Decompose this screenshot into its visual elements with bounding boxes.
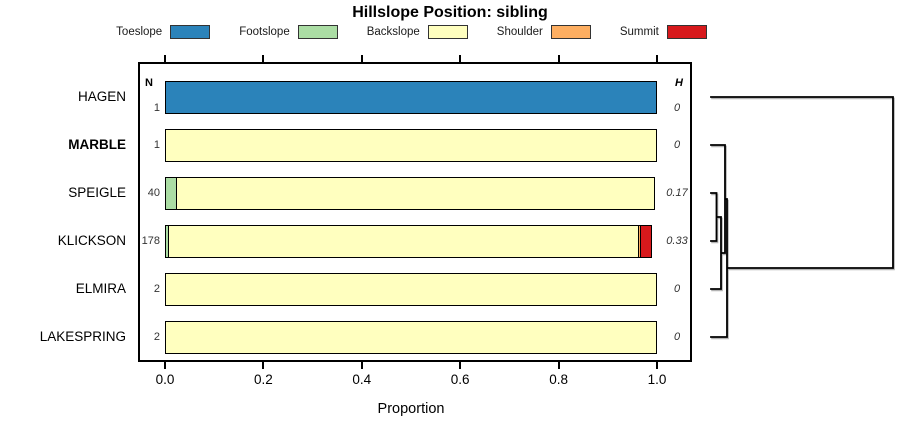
category-label: KLICKSON — [57, 233, 126, 248]
toeslope-segment — [165, 80, 657, 114]
h-value: 0 — [673, 139, 681, 151]
category-label: ELMIRA — [75, 281, 126, 296]
n-value: 2 — [153, 283, 160, 295]
backslope-segment — [168, 224, 640, 258]
h-value: 0.17 — [666, 187, 688, 199]
x-axis-tick-label: 0.0 — [155, 372, 175, 387]
dendrogram-shadow — [711, 97, 895, 340]
x-axis-tick — [360, 362, 363, 369]
h-column-header: H — [675, 77, 683, 89]
x-axis-tick — [459, 362, 462, 369]
summit-swatch — [666, 25, 707, 39]
stacked-bar — [165, 128, 657, 162]
h-value: 0 — [673, 331, 681, 343]
x-axis-tick — [262, 362, 265, 369]
x-axis-tick-top — [164, 55, 166, 62]
stacked-bar — [165, 320, 657, 354]
n-value: 1 — [153, 102, 160, 114]
x-axis-tick-label: 1.0 — [647, 372, 667, 387]
x-axis-tick-top — [360, 55, 363, 62]
stacked-bar — [165, 224, 657, 258]
legend-item-label: Backslope — [366, 26, 420, 38]
n-value: 2 — [153, 331, 160, 343]
backslope-segment — [165, 128, 657, 162]
legend-item: Footslope — [239, 25, 338, 39]
legend: Toeslope Footslope Backslope Shoulder Summit — [0, 23, 823, 41]
x-axis-tick-label: 0.6 — [450, 372, 470, 387]
legend-item-label: Footslope — [239, 26, 290, 38]
x-axis-tick-top — [557, 55, 560, 62]
legend-item: Backslope — [367, 25, 468, 39]
backslope-segment — [165, 272, 657, 306]
x-axis-tick-top — [656, 55, 658, 62]
x-axis-tick-top — [262, 55, 265, 62]
stacked-bar — [165, 80, 657, 114]
legend-item: Shoulder — [497, 25, 591, 39]
h-value: 0 — [673, 283, 681, 295]
x-axis-tick — [557, 362, 560, 369]
x-axis-tick — [656, 362, 658, 369]
legend-item: Summit — [620, 25, 707, 39]
legend-item-label: Summit — [619, 26, 659, 38]
category-label: MARBLE — [68, 137, 126, 152]
summit-segment — [639, 224, 653, 258]
x-axis-tick-label: 0.8 — [549, 372, 568, 387]
legend-item-label: Toeslope — [116, 26, 163, 38]
n-value: 178 — [141, 235, 160, 247]
category-label: SPEIGLE — [68, 185, 126, 200]
n-column-header: N — [145, 77, 153, 89]
stacked-bar — [165, 176, 657, 210]
x-axis-label: Proportion — [377, 401, 445, 417]
x-axis-tick-label: 0.2 — [254, 372, 273, 387]
n-value: 40 — [147, 187, 160, 199]
n-value: 1 — [153, 139, 160, 151]
x-axis-tick-top — [459, 55, 462, 62]
toeslope-swatch — [170, 25, 211, 39]
backslope-segment — [165, 320, 657, 354]
h-value: 0.33 — [666, 235, 688, 247]
x-axis-tick — [164, 362, 166, 369]
backslope-segment — [175, 176, 656, 210]
shoulder-swatch — [550, 25, 591, 39]
stacked-bar — [165, 272, 657, 306]
h-value: 0 — [673, 102, 681, 114]
dendrogram-links — [710, 96, 894, 338]
x-axis-tick-label: 0.4 — [352, 372, 372, 387]
category-label: LAKESPRING — [39, 329, 126, 344]
backslope-swatch — [427, 25, 468, 39]
legend-item-label: Shoulder — [496, 26, 543, 38]
legend-item: Toeslope — [116, 25, 211, 39]
category-label: HAGEN — [77, 89, 126, 104]
chart-title: Hillslope Position: sibling — [352, 4, 548, 21]
footslope-swatch — [297, 25, 338, 39]
